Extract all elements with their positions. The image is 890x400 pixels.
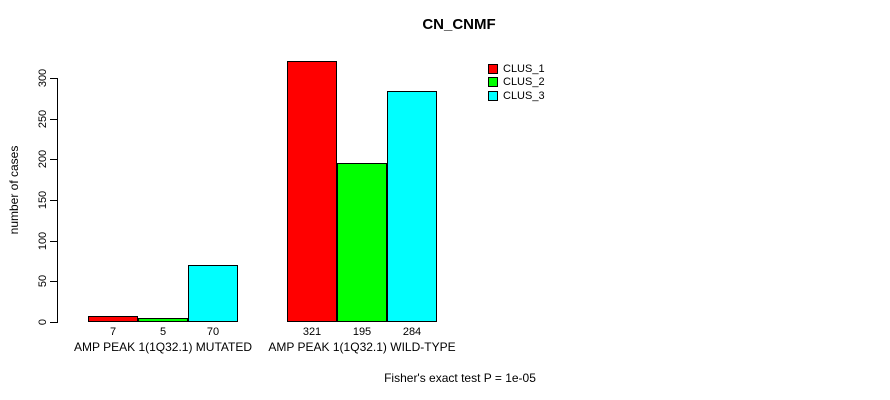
bar-value-label: 195 xyxy=(352,326,372,338)
chart-title: CN_CNMF xyxy=(422,16,496,33)
y-axis-tick-label: 150 xyxy=(37,190,49,210)
y-axis-tick xyxy=(50,322,57,323)
legend-swatch-clus_3 xyxy=(488,90,498,101)
bar-clus_3-group1 xyxy=(188,265,238,322)
bar-clus_3-group2 xyxy=(387,91,437,322)
bar-value-label: 5 xyxy=(159,326,167,338)
legend-swatch-clus_2 xyxy=(488,77,498,88)
y-axis-tick-label: 300 xyxy=(37,68,49,88)
legend-label: CLUS_2 xyxy=(503,76,545,89)
bar-clus_1-group1 xyxy=(88,316,138,322)
legend-label: CLUS_3 xyxy=(503,89,545,102)
y-axis-line xyxy=(57,78,58,323)
legend-swatch-clus_1 xyxy=(488,63,498,74)
bar-value-label: 284 xyxy=(402,326,422,338)
y-axis-tick-label: 200 xyxy=(37,149,49,169)
y-axis-tick-label: 0 xyxy=(37,318,49,326)
legend-row: CLUS_3 xyxy=(488,89,545,103)
y-axis-title: number of cases xyxy=(7,145,21,235)
bar-clus_2-group2 xyxy=(337,163,387,322)
y-axis-tick xyxy=(50,78,57,79)
footer-annotation: Fisher's exact test P = 1e-05 xyxy=(384,371,536,385)
y-axis-tick-label: 250 xyxy=(37,109,49,129)
y-axis-tick-label: 50 xyxy=(37,274,49,288)
x-axis-group-label: AMP PEAK 1(1Q32.1) MUTATED xyxy=(73,340,253,354)
y-axis-tick xyxy=(50,200,57,201)
legend-row: CLUS_2 xyxy=(488,76,545,90)
bar-value-label: 321 xyxy=(302,326,322,338)
bar-value-label: 70 xyxy=(206,326,220,338)
y-axis-tick xyxy=(50,159,57,160)
legend-label: CLUS_1 xyxy=(503,62,545,75)
y-axis-tick xyxy=(50,119,57,120)
y-axis-tick xyxy=(50,281,57,282)
y-axis-tick xyxy=(50,241,57,242)
y-axis-tick-label: 100 xyxy=(37,231,49,251)
bar-value-label: 7 xyxy=(109,326,117,338)
bar-clus_2-group1 xyxy=(138,318,188,322)
legend: CLUS_1 CLUS_2 CLUS_3 xyxy=(488,62,545,103)
legend-row: CLUS_1 xyxy=(488,62,545,76)
bar-clus_1-group2 xyxy=(287,61,337,322)
x-axis-group-label: AMP PEAK 1(1Q32.1) WILD-TYPE xyxy=(268,340,456,354)
